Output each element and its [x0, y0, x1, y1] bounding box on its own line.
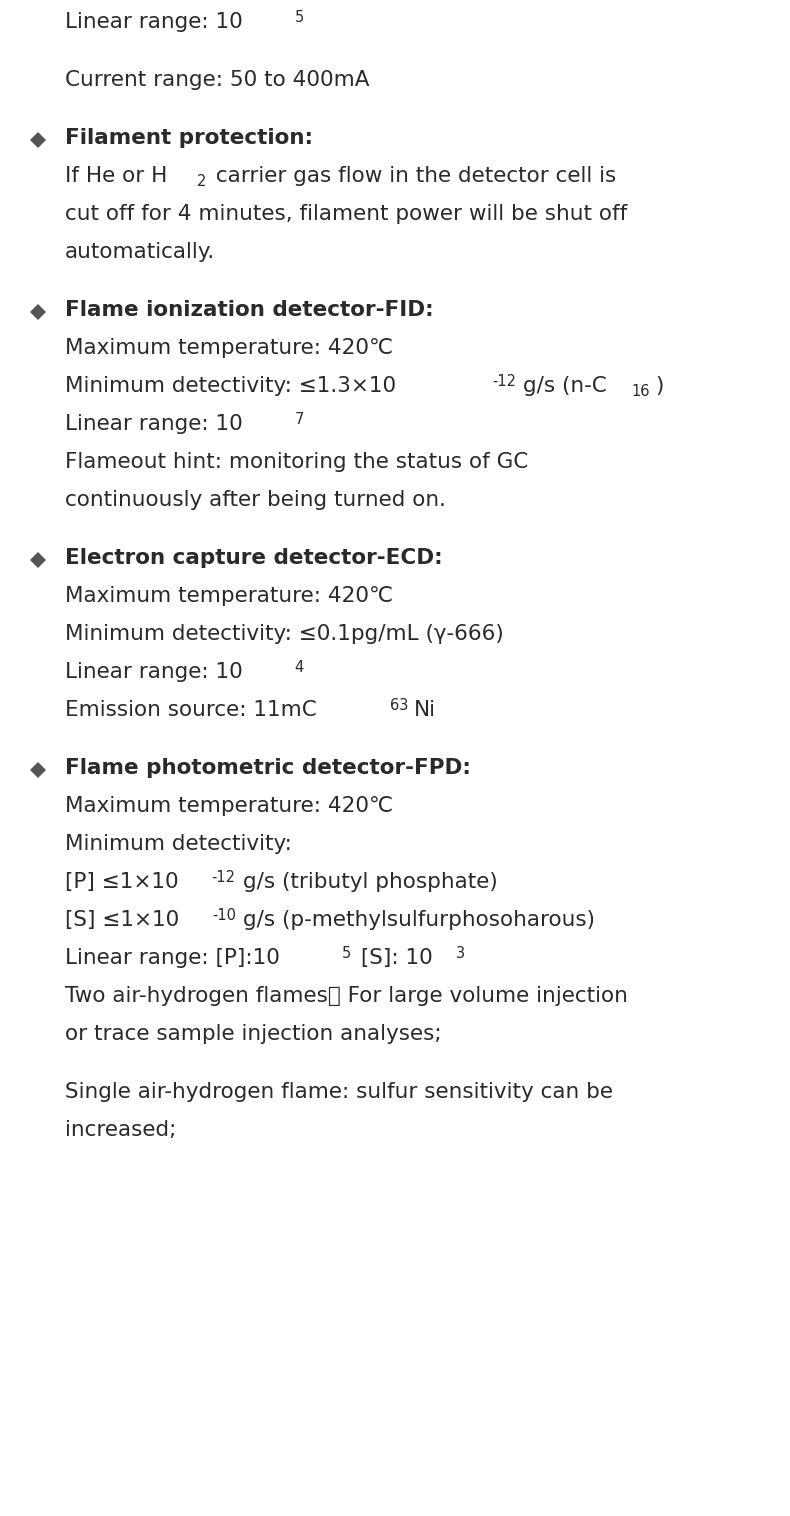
Text: Flame ionization detector-FID:: Flame ionization detector-FID:	[65, 300, 434, 320]
Text: Maximum temperature: 420℃: Maximum temperature: 420℃	[65, 587, 393, 606]
Text: Electron capture detector-ECD:: Electron capture detector-ECD:	[65, 547, 442, 568]
Text: 5: 5	[295, 11, 303, 24]
Text: [S] ≤1×10: [S] ≤1×10	[65, 910, 179, 929]
Text: g/s (n-C: g/s (n-C	[523, 376, 607, 396]
Text: ): )	[655, 376, 664, 396]
Text: 5: 5	[342, 946, 352, 961]
Text: Two air-hydrogen flames： For large volume injection: Two air-hydrogen flames： For large volum…	[65, 985, 628, 1007]
Text: [S]: 10: [S]: 10	[354, 948, 433, 969]
Text: 63: 63	[389, 697, 408, 713]
Text: increased;: increased;	[65, 1120, 176, 1140]
Text: Linear range: [P]:10: Linear range: [P]:10	[65, 948, 280, 969]
Text: Linear range: 10: Linear range: 10	[65, 414, 243, 434]
Text: cut off for 4 minutes, filament power will be shut off: cut off for 4 minutes, filament power wi…	[65, 205, 627, 224]
Text: Minimum detectivity: ≤1.3×10: Minimum detectivity: ≤1.3×10	[65, 376, 396, 396]
Text: Flameout hint: monitoring the status of GC: Flameout hint: monitoring the status of …	[65, 452, 529, 471]
Text: g/s (p-methylsulfurphosoharous): g/s (p-methylsulfurphosoharous)	[243, 910, 596, 929]
Text: Linear range: 10: Linear range: 10	[65, 12, 243, 32]
Text: Ni: Ni	[413, 700, 435, 720]
Text: continuously after being turned on.: continuously after being turned on.	[65, 490, 446, 509]
Text: automatically.: automatically.	[65, 243, 215, 262]
Text: 7: 7	[295, 412, 303, 428]
Text: -10: -10	[213, 908, 236, 923]
Text: -12: -12	[492, 374, 516, 390]
Text: or trace sample injection analyses;: or trace sample injection analyses;	[65, 1023, 442, 1045]
Text: 2: 2	[197, 174, 206, 190]
Text: [P] ≤1×10: [P] ≤1×10	[65, 872, 179, 891]
Text: -12: -12	[212, 870, 235, 885]
Text: Current range: 50 to 400mA: Current range: 50 to 400mA	[65, 70, 370, 89]
Text: Flame photometric detector-FPD:: Flame photometric detector-FPD:	[65, 758, 471, 778]
Text: Maximum temperature: 420℃: Maximum temperature: 420℃	[65, 338, 393, 358]
Text: Single air-hydrogen flame: sulfur sensitivity can be: Single air-hydrogen flame: sulfur sensit…	[65, 1082, 613, 1102]
Text: Minimum detectivity:: Minimum detectivity:	[65, 834, 292, 854]
Text: Emission source: 11mC: Emission source: 11mC	[65, 700, 317, 720]
Text: If He or H: If He or H	[65, 165, 167, 186]
Text: Filament protection:: Filament protection:	[65, 127, 313, 149]
Text: Maximum temperature: 420℃: Maximum temperature: 420℃	[65, 796, 393, 816]
Text: 16: 16	[631, 384, 650, 399]
Text: Linear range: 10: Linear range: 10	[65, 662, 243, 682]
Text: 3: 3	[456, 946, 465, 961]
Text: carrier gas flow in the detector cell is: carrier gas flow in the detector cell is	[209, 165, 616, 186]
Text: g/s (tributyl phosphate): g/s (tributyl phosphate)	[243, 872, 498, 891]
Text: 4: 4	[295, 659, 303, 675]
Text: Minimum detectivity: ≤0.1pg/mL (γ-666): Minimum detectivity: ≤0.1pg/mL (γ-666)	[65, 625, 504, 644]
